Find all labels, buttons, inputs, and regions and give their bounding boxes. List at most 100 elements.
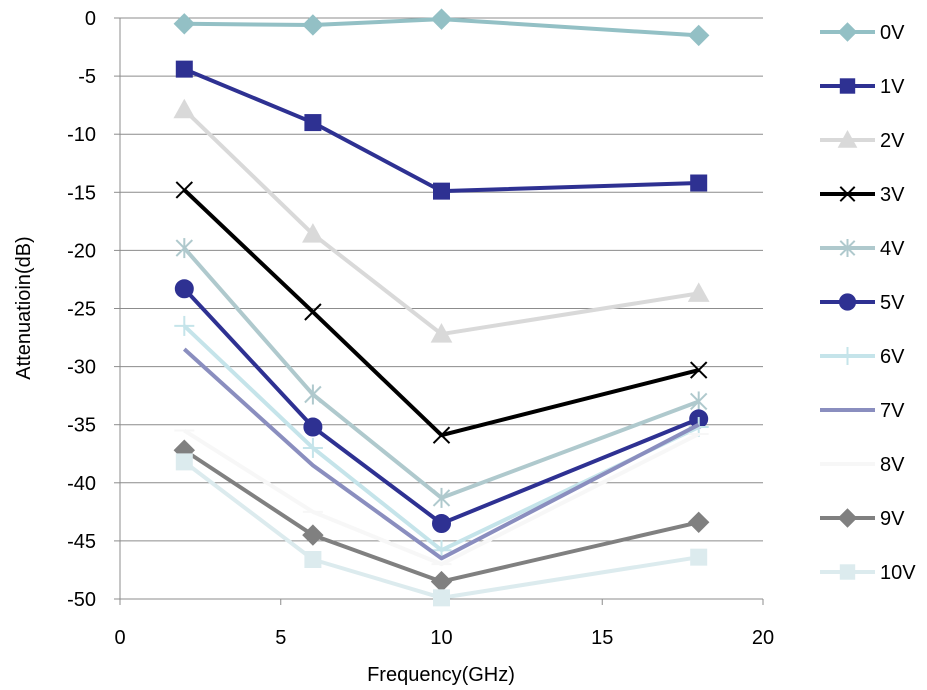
y-tick-label: -50: [67, 589, 96, 611]
legend-marker: [839, 239, 856, 257]
data-point: [174, 279, 194, 299]
marker-stroke: [175, 181, 194, 199]
data-point: [304, 384, 322, 405]
legend-label: 5V: [880, 292, 905, 314]
series-line: [183, 67, 699, 194]
legend-marker: [837, 129, 858, 148]
series-line: [182, 246, 700, 500]
data-point: [175, 238, 194, 259]
series-4V: [175, 238, 708, 508]
legend-marker: [837, 22, 858, 42]
data-point: [432, 487, 451, 508]
data-point: [304, 114, 322, 132]
series-7V: [182, 347, 700, 561]
axes: 0 -5 -10 -15 -20 -25 -30 -35 -40 -45 -50 0 5 10 15 20: [67, 8, 774, 649]
data-point: [304, 303, 322, 321]
data-point: [690, 174, 708, 192]
data-point: [303, 417, 323, 437]
legend-item: 0V: [820, 22, 905, 44]
legend-marker: [837, 508, 858, 528]
legend-label: 2V: [880, 130, 905, 152]
series-line: [182, 347, 700, 561]
legend-marker: [839, 564, 856, 580]
data-point: [689, 391, 708, 412]
series-line: [182, 324, 700, 553]
series-2V: [173, 98, 710, 343]
data-point: [433, 182, 450, 200]
series-line: [182, 287, 700, 526]
legend-label: 7V: [880, 400, 905, 422]
data-point: [175, 453, 193, 471]
data-point: [175, 60, 193, 78]
data-point: [687, 511, 710, 534]
legend-marker: [839, 186, 856, 202]
data-point: [175, 181, 194, 199]
series-8V: [174, 428, 709, 567]
data-point: [687, 24, 710, 47]
data-point: [430, 323, 453, 343]
data-point: [432, 426, 451, 444]
data-point: [173, 98, 196, 119]
x-tick-label: 15: [591, 627, 613, 649]
legend-item: 4V: [820, 238, 905, 260]
data-point: [174, 315, 195, 336]
legend-item: 7V: [820, 400, 905, 422]
series-line: [183, 460, 700, 600]
y-tick-label: -5: [78, 66, 96, 88]
legend-item: 5V: [820, 292, 905, 314]
series-0V: [173, 8, 710, 47]
series-3V: [175, 181, 708, 444]
y-tick-label: -40: [67, 473, 96, 495]
data-point: [173, 13, 196, 35]
y-tick-label: -15: [67, 182, 96, 204]
legend-marker: [839, 78, 856, 94]
y-tick-label: -35: [67, 415, 96, 437]
data-point: [687, 282, 710, 302]
y-tick-label: -20: [67, 240, 96, 262]
y-tick-label: -10: [67, 124, 96, 146]
series-1V: [175, 60, 708, 200]
x-tick-label: 0: [114, 627, 125, 649]
series-line: [183, 448, 700, 584]
grid: [120, 17, 763, 542]
y-tick-label: 0: [85, 8, 96, 30]
data-point: [432, 513, 451, 533]
series-9V: [173, 439, 710, 593]
series-line: [182, 108, 700, 337]
data-point: [304, 550, 322, 568]
legend-item: 9V: [820, 508, 905, 530]
legend-label: 9V: [880, 508, 905, 530]
marker-stroke: [689, 361, 708, 379]
series-line: [182, 188, 700, 438]
legend-label: 10V: [880, 562, 916, 584]
legend-label: 8V: [880, 454, 905, 476]
data-point: [690, 548, 708, 566]
series-group: [173, 8, 710, 607]
legend-item: 10V: [820, 562, 916, 584]
legend-item: 1V: [820, 76, 905, 98]
y-tick-label: -30: [67, 357, 96, 379]
marker-stroke: [839, 186, 856, 202]
y-tick-label: -25: [67, 299, 96, 321]
data-point: [302, 223, 324, 243]
x-tick-label: 20: [752, 627, 774, 649]
legend-item: 3V: [820, 184, 905, 206]
data-point: [302, 437, 323, 458]
y-axis-title: Attenuatioin(dB): [13, 236, 35, 379]
data-point: [430, 570, 453, 593]
legend-item: 2V: [820, 129, 905, 152]
legend-marker: [838, 293, 857, 311]
x-tick-label: 5: [275, 627, 286, 649]
series-10V: [175, 453, 708, 607]
legend-label: 1V: [880, 76, 905, 98]
marker-stroke: [432, 426, 451, 444]
legend-marker: [838, 347, 857, 365]
x-tick-label: 10: [430, 627, 452, 649]
data-point: [430, 8, 453, 30]
legend-item: 6V: [820, 346, 905, 368]
legend-label: 4V: [880, 238, 905, 260]
data-point: [433, 589, 450, 607]
marker-stroke: [304, 303, 322, 321]
legend-label: 6V: [880, 346, 905, 368]
